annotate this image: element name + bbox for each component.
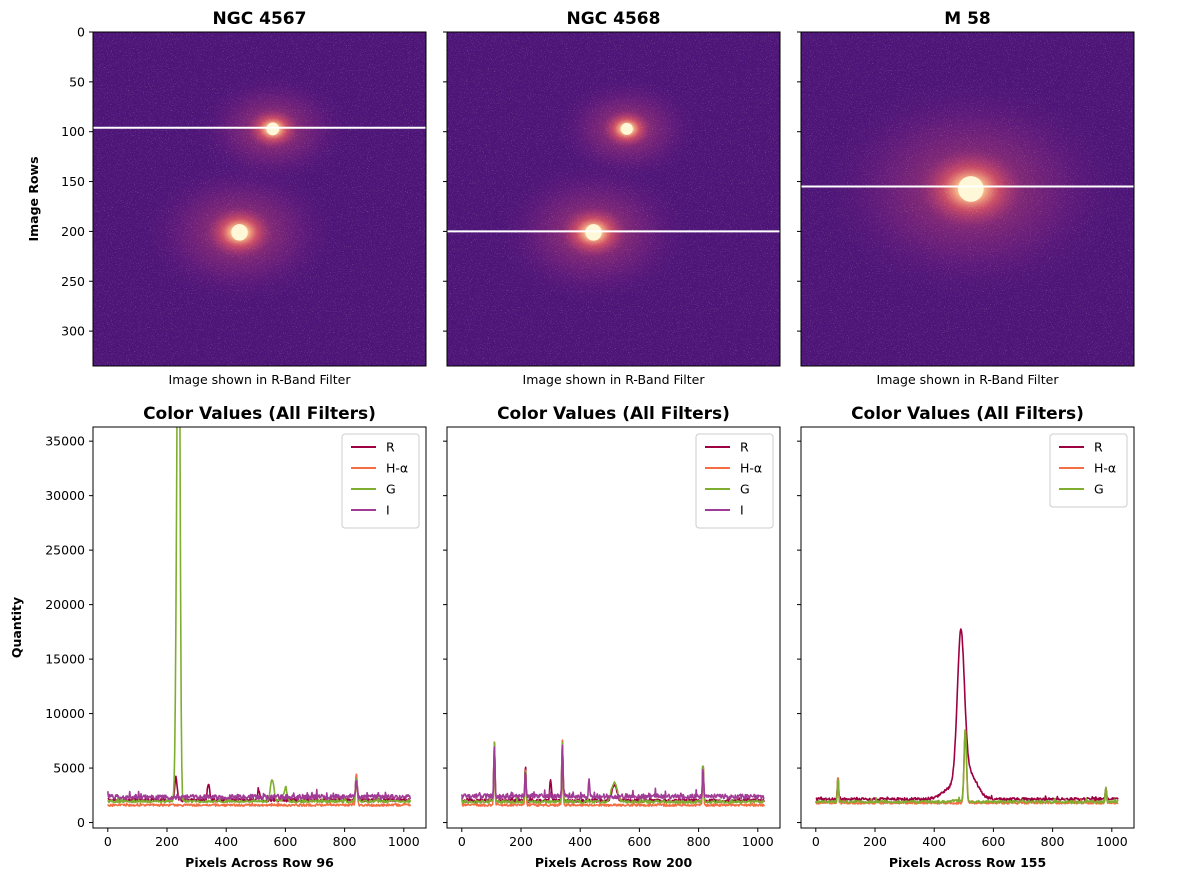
plot-title: Color Values (All Filters) xyxy=(143,404,376,424)
x-tick-label: 800 xyxy=(687,834,711,849)
series-line-G xyxy=(815,729,1119,804)
legend-label-R: R xyxy=(740,440,749,455)
x-tick-label: 1000 xyxy=(742,834,774,849)
y-tick-label: 300 xyxy=(61,324,85,339)
y-tick-label: 5000 xyxy=(53,761,85,776)
plot-ylabel: Quantity xyxy=(9,597,24,658)
line-panel-1: 0 200 400 600 800 100005000100001500020000250… xyxy=(9,404,427,870)
image-xlabel: Image shown in R-Band Filter xyxy=(877,372,1060,387)
image-noise xyxy=(801,32,1134,366)
x-tick-label: 800 xyxy=(1041,834,1065,849)
plot-frame xyxy=(446,426,781,829)
plot-frame xyxy=(800,426,1135,829)
series-line-I xyxy=(107,779,412,801)
image-title: NGC 4568 xyxy=(567,9,661,29)
plot-area xyxy=(815,628,1119,805)
y-tick-label: 25000 xyxy=(45,543,85,558)
plot-area xyxy=(461,739,766,808)
legend: R H-α GI xyxy=(341,433,420,529)
legend-label-I: I xyxy=(740,503,744,518)
image-frame xyxy=(92,31,427,367)
legend: R H-α G xyxy=(1049,433,1128,508)
y-tick-label: 250 xyxy=(61,274,85,289)
x-tick-label: 1000 xyxy=(1096,834,1128,849)
x-tick-label: 200 xyxy=(509,834,533,849)
plot-frame xyxy=(92,426,427,829)
image-body xyxy=(447,32,780,366)
image-frame xyxy=(800,31,1135,367)
y-tick-label: 50 xyxy=(69,74,85,89)
series-line-G xyxy=(107,427,412,804)
legend: R H-α GI xyxy=(695,433,774,529)
image-body xyxy=(801,32,1134,366)
legend-label-R: R xyxy=(386,440,395,455)
plot-title: Color Values (All Filters) xyxy=(497,404,730,424)
plot-xlabel: Pixels Across Row 96 xyxy=(185,855,334,870)
legend-label-H-α: H-α xyxy=(740,461,762,476)
line-panel-3: 0 200 400 600 800 1000 Color Values (All Filte… xyxy=(797,404,1135,870)
series-line-R xyxy=(815,628,1119,802)
plot-xlabel: Pixels Across Row 155 xyxy=(889,855,1046,870)
legend-label-G: G xyxy=(386,482,396,497)
x-tick-label: 200 xyxy=(863,834,887,849)
image-noise xyxy=(93,32,426,366)
image-noise xyxy=(447,32,780,366)
image-xlabel: Image shown in R-Band Filter xyxy=(169,372,352,387)
series-line-G xyxy=(461,741,765,805)
series-line-H-α xyxy=(461,739,766,808)
x-tick-label: 600 xyxy=(981,834,1005,849)
y-tick-label: 20000 xyxy=(45,597,85,612)
legend-label-H-α: H-α xyxy=(386,461,408,476)
legend-label-R: R xyxy=(1094,440,1103,455)
x-tick-label: 200 xyxy=(155,834,179,849)
y-tick-label: 10000 xyxy=(45,706,85,721)
y-tick-label: 0 xyxy=(77,25,85,40)
y-tick-label: 15000 xyxy=(45,652,85,667)
x-tick-label: 1000 xyxy=(388,834,420,849)
image-panel-3: M 58 Image shown in R-Band Filter xyxy=(797,9,1135,387)
x-tick-label: 400 xyxy=(568,834,592,849)
series-line-H-α xyxy=(107,773,412,808)
image-body xyxy=(93,32,426,366)
legend-label-I: I xyxy=(386,503,390,518)
image-frame xyxy=(446,31,781,367)
legend-box xyxy=(341,433,420,529)
plot-area xyxy=(107,427,412,808)
legend-label-H-α: H-α xyxy=(1094,461,1116,476)
y-tick-label: 100 xyxy=(61,124,85,139)
legend-box xyxy=(695,433,774,529)
legend-label-G: G xyxy=(1094,482,1104,497)
y-tick-label: 30000 xyxy=(45,488,85,503)
x-tick-label: 0 xyxy=(104,834,112,849)
y-tick-label: 150 xyxy=(61,174,85,189)
x-tick-label: 0 xyxy=(812,834,820,849)
plot-xlabel: Pixels Across Row 200 xyxy=(535,855,693,870)
series-line-I xyxy=(461,744,765,800)
x-tick-label: 0 xyxy=(458,834,466,849)
y-tick-label: 200 xyxy=(61,224,85,239)
x-tick-label: 800 xyxy=(333,834,357,849)
image-panel-1: NGC 4567 Image shown in R-Band Filter 0 50 1… xyxy=(26,9,427,387)
x-tick-label: 600 xyxy=(273,834,297,849)
image-ylabel: Image Rows xyxy=(26,156,41,241)
image-title: NGC 4567 xyxy=(213,9,307,29)
x-tick-label: 400 xyxy=(922,834,946,849)
x-tick-label: 600 xyxy=(627,834,651,849)
image-xlabel: Image shown in R-Band Filter xyxy=(523,372,706,387)
x-tick-label: 400 xyxy=(214,834,238,849)
y-tick-label: 0 xyxy=(77,815,85,830)
y-tick-label: 35000 xyxy=(45,434,85,449)
legend-label-G: G xyxy=(740,482,750,497)
image-panel-2: NGC 4568 Image shown in R-Band Filter xyxy=(443,9,781,387)
image-title: M 58 xyxy=(944,9,991,29)
line-panel-2: 0 200 400 600 800 1000 Color Values (All Filte… xyxy=(443,404,781,870)
plot-title: Color Values (All Filters) xyxy=(851,404,1084,424)
